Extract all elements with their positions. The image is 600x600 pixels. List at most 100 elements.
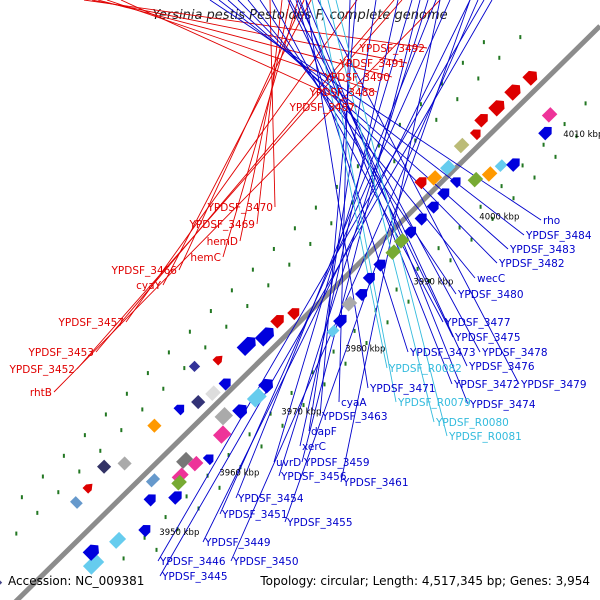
scale-dot [323, 382, 326, 387]
rna-gene-label: YPDSF_R0079 [397, 397, 471, 409]
label-leader-line [202, 0, 471, 543]
reverse-gene-label: YPDSF_3459 [303, 457, 370, 469]
gene-block [213, 425, 232, 444]
label-leader-line [76, 0, 403, 370]
gene-block [453, 137, 470, 154]
gene-block [205, 385, 221, 401]
scale-dot [332, 349, 335, 354]
scale-dot [225, 324, 228, 329]
reverse-gene-label: YPDSF_3463 [321, 411, 388, 423]
reverse-gene-label: YPDSF_3473 [409, 347, 476, 359]
forward-gene-label: YPDSF_3487 [288, 102, 355, 114]
scale-dot [167, 350, 170, 355]
reverse-gene-label: cyaA [341, 397, 367, 409]
kbp-tick-label: 4010 kbp [563, 130, 600, 140]
gene-block [394, 233, 410, 249]
gene-arrow-shape [426, 201, 439, 214]
scale-dot [185, 494, 188, 499]
gene-arrow-shape [437, 188, 450, 201]
gene-block [541, 107, 558, 123]
label-leader-line [218, 0, 525, 236]
scale-dot [120, 428, 123, 433]
gene-arrow [488, 100, 505, 117]
gene-block-shape [82, 553, 105, 575]
gene-arrow [168, 491, 182, 505]
scale-dot [519, 35, 522, 40]
scale-dot [83, 433, 86, 438]
kbp-ticks: 3950 kbp 3960 kbp 3970 kbp 3980 kbp 3990 kbp… [159, 130, 600, 538]
label-leader-line [301, 0, 421, 463]
reverse-gene-label: YPDSF_3455 [286, 517, 353, 529]
gene-block-shape [394, 233, 410, 249]
reverse-gene-label: YPDSF_3484 [525, 230, 592, 242]
scale-dot [428, 278, 431, 283]
reverse-gene-label: uvrD [276, 457, 301, 469]
forward-gene-label: YPDSF_3466 [110, 265, 177, 277]
gene-block [426, 170, 443, 186]
gene-arrow [258, 378, 274, 394]
label-leader-line [319, 0, 357, 417]
scale-dot [449, 258, 452, 263]
label-leader-line [319, 0, 397, 403]
scale-dot [272, 246, 275, 251]
gene-block-shape [426, 170, 443, 186]
gene-arrow [437, 188, 450, 201]
label-leader-line [271, 0, 444, 323]
forward-gene-label: YPDSF_3453 [27, 347, 94, 359]
gene-arrow [138, 525, 151, 538]
scale-dot [500, 184, 503, 189]
forward-gene-label: YPDSF_3490 [323, 72, 390, 84]
gene-arrow [474, 114, 488, 128]
gene-arrow [373, 259, 386, 272]
gene-block-shape [385, 244, 401, 260]
gene-arrow-shape [270, 315, 284, 329]
label-leader-line [235, 0, 437, 499]
scale-dot [356, 164, 359, 169]
gene-arrow [414, 177, 427, 190]
label-leader-line [295, 0, 409, 353]
forward-gene-label: YPDSF_3452 [8, 364, 75, 376]
label-leader-line [95, 0, 395, 353]
label-leader-line [106, 0, 378, 93]
scale-dot [353, 328, 356, 333]
genome-summary: Topology: circular; Length: 4,517,345 bp… [260, 574, 590, 588]
gene-block-shape [109, 531, 127, 549]
reverse-gene-label: YPDSF_3474 [469, 399, 536, 411]
scale-dot [15, 531, 18, 536]
gene-block [326, 324, 340, 338]
label-leader-line [317, 0, 520, 385]
kbp-tick-label: 3970 kbp [281, 408, 321, 418]
gene-arrow [333, 314, 347, 329]
gene-arrow-shape [82, 483, 93, 494]
gene-block-shape [214, 407, 233, 426]
scale-dot [36, 510, 39, 515]
scale-dot [251, 267, 254, 272]
gene-block [82, 553, 105, 575]
gene-block-shape [467, 171, 484, 188]
gene-arrow-shape [333, 314, 347, 329]
label-leader-line [159, 0, 493, 577]
label-leader-line [305, 0, 369, 389]
scale-dot [227, 453, 230, 458]
scale-dot [351, 200, 354, 205]
scale-dot [512, 196, 515, 201]
rna-gene-label: YPDSF_R0080 [435, 417, 509, 429]
scale-dot [554, 154, 557, 159]
gene-arrow-shape [506, 158, 520, 172]
label-leader-line [178, 0, 305, 271]
gene-block-shape [176, 451, 194, 469]
scale-dot [125, 391, 128, 396]
scale-dot [479, 204, 482, 209]
gene-arrow-shape [404, 226, 417, 239]
gene-block-shape [117, 456, 132, 471]
accession-label: Accession: NC_009381 [8, 574, 145, 588]
reverse-gene-label: YPDSF_3480 [457, 289, 524, 301]
scale-dot [365, 341, 368, 346]
kbp-tick-label: 3950 kbp [159, 528, 199, 538]
gene-arrow [212, 355, 223, 366]
scale-dot [533, 175, 536, 180]
gene-arrow-shape [212, 355, 223, 366]
gene-arrow-shape [504, 84, 521, 101]
label-leader-line [299, 0, 399, 447]
